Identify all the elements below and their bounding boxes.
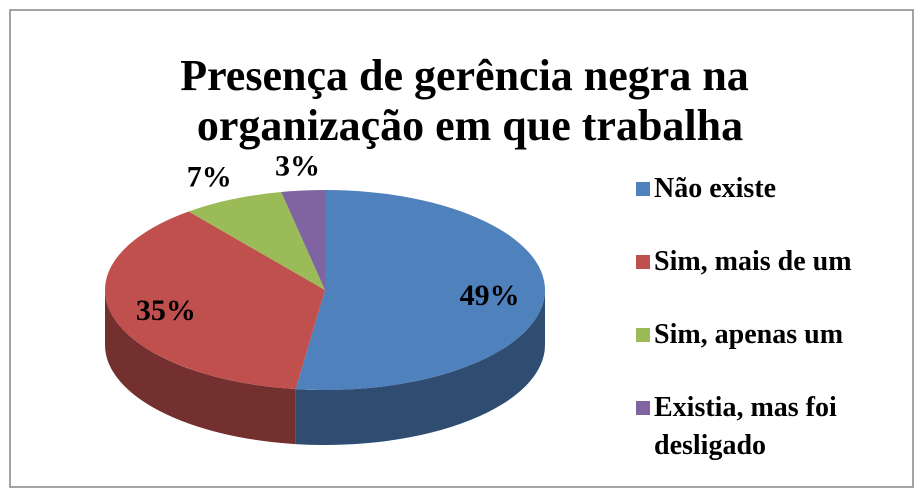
legend-swatch — [636, 255, 650, 269]
title-line: organização em que trabalha — [197, 101, 743, 150]
legend-swatch — [636, 182, 650, 196]
legend: Não existe Sim, mais de um Sim, apenas um E… — [636, 170, 906, 497]
data-label: 49% — [460, 279, 520, 312]
data-label: 3% — [275, 150, 320, 183]
slice — [295, 190, 545, 391]
data-label: 35% — [136, 294, 196, 327]
slice-side — [295, 290, 545, 446]
slice — [281, 190, 325, 290]
slice — [104, 211, 326, 390]
legend-label: Sim, mais de um — [654, 246, 852, 277]
chart-title: Presença de gerência negra na organizaçã… — [180, 51, 760, 150]
legend-label: Sim, apenas um — [654, 319, 844, 350]
slice — [188, 192, 325, 290]
legend-item: Sim, apenas um — [636, 316, 906, 354]
legend-swatch — [636, 401, 650, 415]
legend-label: Existia, mas foi desligado — [654, 392, 837, 461]
legend-label: Não existe — [654, 173, 777, 204]
legend-item: Não existe — [636, 170, 906, 208]
legend-item: Sim, mais de um — [636, 243, 906, 281]
legend-swatch — [636, 328, 650, 342]
data-label: 7% — [187, 161, 232, 194]
legend-item: Existia, mas foi desligado — [636, 389, 906, 465]
title-line: Presença de gerência negra na — [180, 51, 749, 100]
slice-side — [105, 290, 296, 445]
